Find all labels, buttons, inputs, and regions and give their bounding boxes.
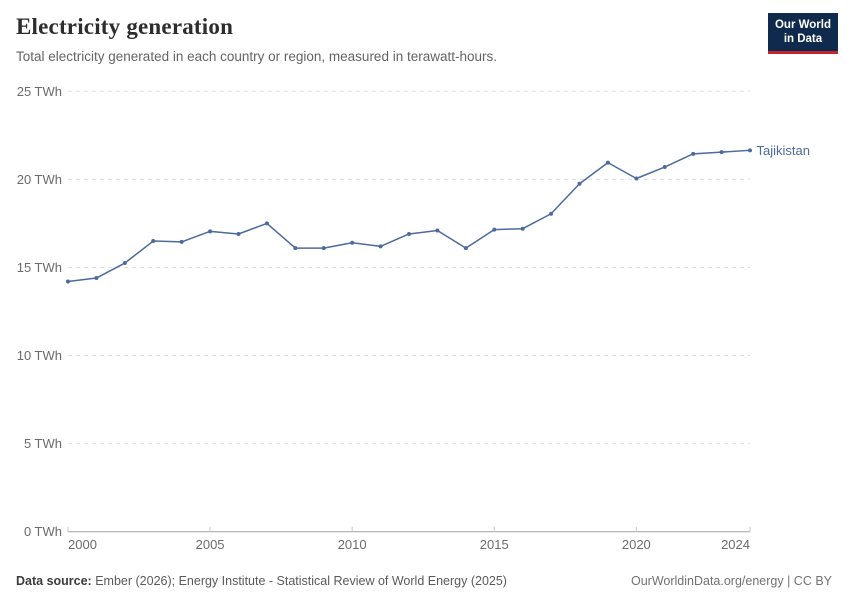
data-point[interactable] bbox=[691, 151, 696, 156]
data-point[interactable] bbox=[321, 246, 326, 251]
data-point[interactable] bbox=[151, 239, 156, 244]
data-point[interactable] bbox=[407, 231, 411, 236]
owid-logo-line1: Our World bbox=[774, 19, 831, 31]
data-point[interactable] bbox=[179, 239, 184, 244]
x-tick-label: 2015 bbox=[480, 537, 509, 552]
x-tick-label: 2024 bbox=[721, 537, 750, 552]
data-point[interactable] bbox=[634, 176, 639, 181]
data-point[interactable] bbox=[549, 211, 554, 216]
data-point[interactable] bbox=[94, 276, 99, 281]
chart-subtitle: Total electricity generated in each coun… bbox=[16, 49, 497, 64]
chart-header: Electricity generation Total electricity… bbox=[16, 14, 750, 64]
data-point[interactable] bbox=[577, 181, 582, 186]
x-tick-label: 2005 bbox=[196, 537, 225, 552]
page-title: Electricity generation bbox=[16, 14, 234, 39]
data-point[interactable] bbox=[264, 221, 269, 226]
data-point[interactable] bbox=[122, 261, 127, 266]
owid-logo[interactable]: Our World in Data bbox=[767, 13, 838, 54]
data-point[interactable] bbox=[208, 229, 213, 234]
credit-link[interactable]: OurWorldinData.org/energy | CC BY bbox=[630, 574, 832, 588]
y-tick-label: 25 TWh bbox=[17, 84, 62, 99]
data-point[interactable] bbox=[378, 244, 383, 249]
data-point[interactable] bbox=[662, 165, 667, 170]
x-tick-label: 2010 bbox=[338, 537, 367, 552]
data-point[interactable] bbox=[492, 227, 497, 232]
y-tick-label: 10 TWh bbox=[17, 348, 62, 363]
data-point[interactable] bbox=[520, 226, 525, 231]
x-tick-label: 2000 bbox=[68, 537, 97, 552]
data-point[interactable] bbox=[719, 150, 724, 155]
y-tick-label: 5 TWh bbox=[24, 436, 62, 451]
data-point[interactable] bbox=[236, 231, 241, 236]
data-point[interactable] bbox=[293, 246, 298, 251]
chart-footer: Data source: Ember (2026); Energy Instit… bbox=[16, 574, 832, 588]
y-tick-label: 0 TWh bbox=[24, 524, 62, 539]
data-point[interactable] bbox=[66, 279, 70, 284]
data-source-text: Ember (2026); Energy Institute - Statist… bbox=[91, 574, 507, 588]
series-line-tajikistan[interactable] bbox=[67, 149, 751, 283]
series-label[interactable]: Tajikistan bbox=[757, 143, 810, 158]
x-tick-label: 2020 bbox=[622, 537, 651, 552]
y-tick-label: 20 TWh bbox=[17, 172, 62, 187]
data-point[interactable] bbox=[605, 160, 610, 165]
data-point[interactable] bbox=[463, 246, 468, 251]
data-point[interactable] bbox=[748, 148, 752, 153]
data-source-label: Data source: bbox=[16, 574, 92, 588]
data-point[interactable] bbox=[435, 228, 440, 233]
data-source: Data source: Ember (2026); Energy Instit… bbox=[16, 574, 507, 588]
data-point[interactable] bbox=[350, 240, 355, 245]
owid-logo-line2: in Data bbox=[783, 33, 823, 46]
y-tick-label: 15 TWh bbox=[17, 260, 62, 275]
